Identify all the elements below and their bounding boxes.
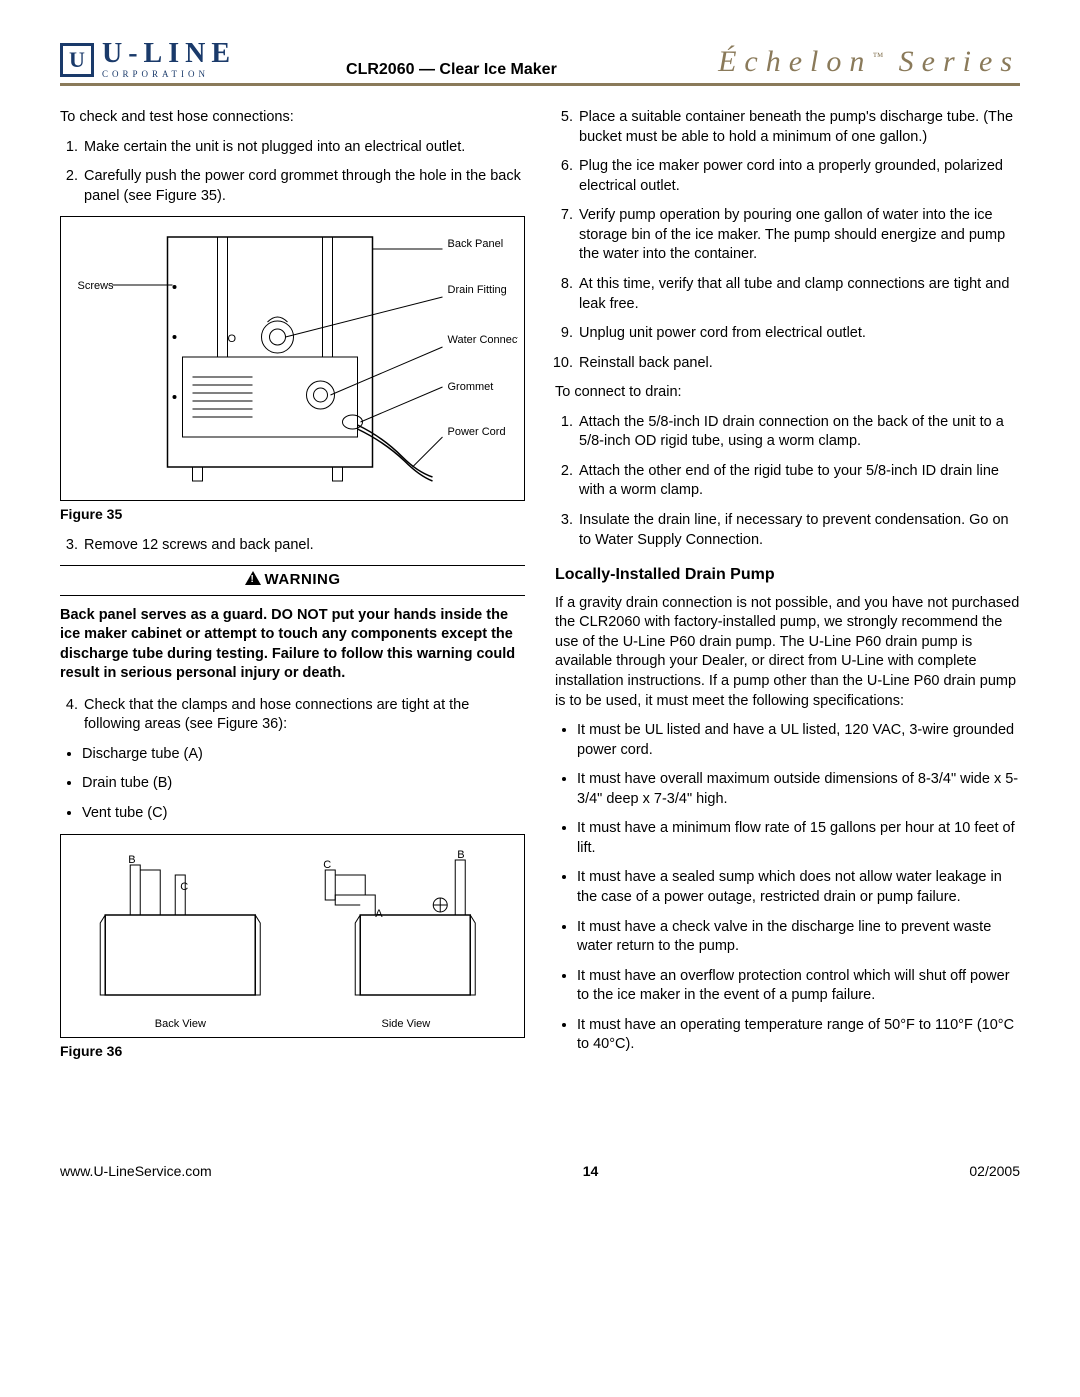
svg-text:O: O — [228, 333, 237, 345]
series-prefix: Échelon — [718, 45, 872, 78]
list-item: Make certain the unit is not plugged int… — [82, 138, 525, 158]
figure-36-caption: Figure 36 — [60, 1042, 525, 1061]
list-item: Attach the other end of the rigid tube t… — [577, 462, 1020, 501]
svg-text:B: B — [457, 849, 464, 861]
list-item: Reinstall back panel. — [577, 354, 1020, 374]
list-item: Place a suitable container beneath the p… — [577, 108, 1020, 147]
warning-text: Back panel serves as a guard. DO NOT put… — [60, 606, 525, 684]
intro-text: To check and test hose connections: — [60, 108, 525, 128]
svg-text:C: C — [180, 881, 188, 893]
warning-bar: WARNING — [60, 565, 525, 595]
list-item: It must be UL listed and have a UL liste… — [577, 721, 1020, 760]
warning-label: WARNING — [265, 571, 341, 588]
svg-text:Drain Fitting: Drain Fitting — [448, 284, 507, 296]
list-item: Verify pump operation by pouring one gal… — [577, 206, 1020, 265]
list-item: Insulate the drain line, if necessary to… — [577, 511, 1020, 550]
section-paragraph: If a gravity drain connection is not pos… — [555, 594, 1020, 711]
list-item: Drain tube (B) — [82, 774, 525, 794]
section-heading: Locally-Installed Drain Pump — [555, 564, 1020, 586]
list-item: Plug the ice maker power cord into a pro… — [577, 157, 1020, 196]
connect-list: Attach the 5/8-inch ID drain connection … — [555, 413, 1020, 550]
svg-text:C: C — [323, 859, 331, 871]
figure-36-back-view: B C — [72, 845, 288, 1015]
trademark-icon: ™ — [872, 51, 883, 63]
page-header: U U-LINE CORPORATION CLR2060 — Clear Ice… — [60, 40, 1020, 86]
list-item: It must have an operating temperature ra… — [577, 1016, 1020, 1055]
tube-list: Discharge tube (A) Drain tube (B) Vent t… — [60, 745, 525, 824]
series-suffix: Series — [899, 45, 1020, 78]
connect-intro: To connect to drain: — [555, 383, 1020, 403]
svg-text:Grommet: Grommet — [448, 381, 494, 393]
list-item: It must have a check valve in the discha… — [577, 918, 1020, 957]
document-title: CLR2060 — Clear Ice Maker — [236, 61, 718, 79]
warning-triangle-icon — [245, 571, 261, 585]
check-list-2: Remove 12 screws and back panel. — [60, 536, 525, 556]
list-item: Attach the 5/8-inch ID drain connection … — [577, 413, 1020, 452]
figure-35-diagram: O Screws Back Panel Drain Fitting Water … — [67, 227, 518, 487]
logo: U U-LINE CORPORATION — [60, 40, 236, 79]
list-item: At this time, verify that all tube and c… — [577, 275, 1020, 314]
spec-list: It must be UL listed and have a UL liste… — [555, 721, 1020, 1055]
fig36-back-label: Back View — [155, 1017, 206, 1032]
check-list-3: Check that the clamps and hose connectio… — [60, 696, 525, 735]
list-item: Remove 12 screws and back panel. — [82, 536, 525, 556]
logo-icon: U — [60, 43, 94, 77]
list-item: It must have overall maximum outside dim… — [577, 770, 1020, 809]
page-footer: www.U-LineService.com 14 02/2005 — [60, 1163, 1020, 1179]
list-item: It must have a sealed sump which does no… — [577, 868, 1020, 907]
fig36-side-label: Side View — [382, 1017, 431, 1032]
list-item: It must have an overflow protection cont… — [577, 967, 1020, 1006]
series-title: Échelon™ Series — [718, 45, 1020, 79]
list-item: Carefully push the power cord grommet th… — [82, 167, 525, 206]
right-column: Place a suitable container beneath the p… — [555, 108, 1020, 1073]
list-item: Vent tube (C) — [82, 804, 525, 824]
svg-text:Power Cord: Power Cord — [448, 426, 506, 438]
figure-36-box: B C B C — [60, 834, 525, 1039]
list-item: Discharge tube (A) — [82, 745, 525, 765]
list-item: Check that the clamps and hose connectio… — [82, 696, 525, 735]
logo-subtext: CORPORATION — [102, 70, 236, 79]
check-list-1: Make certain the unit is not plugged int… — [60, 138, 525, 207]
svg-text:A: A — [375, 908, 383, 920]
svg-text:B: B — [128, 854, 135, 866]
list-item: Unplug unit power cord from electrical o… — [577, 324, 1020, 344]
footer-date: 02/2005 — [969, 1163, 1020, 1179]
list-item: It must have a minimum flow rate of 15 g… — [577, 819, 1020, 858]
svg-text:Back Panel: Back Panel — [448, 238, 504, 250]
footer-url: www.U-LineService.com — [60, 1163, 212, 1179]
logo-brand: U-LINE — [102, 40, 236, 68]
figure-35-box: O Screws Back Panel Drain Fitting Water … — [60, 216, 525, 501]
footer-page-number: 14 — [583, 1163, 599, 1179]
figure-35-caption: Figure 35 — [60, 505, 525, 524]
svg-text:Screws: Screws — [78, 280, 115, 292]
svg-text:Water Connection: Water Connection — [448, 334, 519, 346]
figure-36-side-view: B C A — [297, 845, 513, 1015]
left-column: To check and test hose connections: Make… — [60, 108, 525, 1073]
right-continued-list: Place a suitable container beneath the p… — [555, 108, 1020, 373]
